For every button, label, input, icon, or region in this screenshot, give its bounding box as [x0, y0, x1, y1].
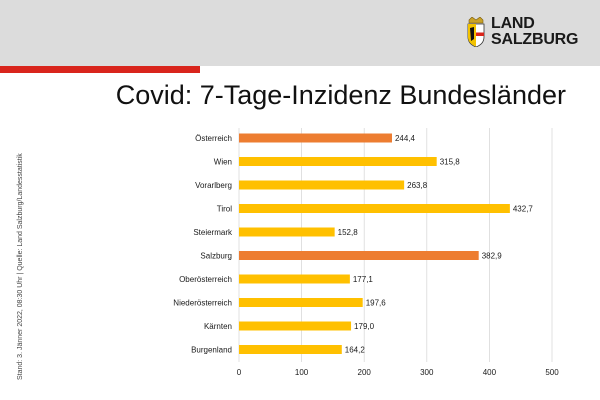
value-label: 263,8	[407, 181, 428, 190]
bar-vorarlberg	[239, 180, 405, 190]
category-label: Burgenland	[191, 346, 232, 355]
value-label: 164,2	[345, 346, 366, 355]
x-tick-label: 400	[483, 368, 497, 377]
category-label: Wien	[214, 158, 232, 167]
value-label: 244,4	[395, 134, 416, 143]
bar-tirol	[239, 204, 510, 213]
x-tick-label: 300	[420, 368, 434, 377]
bar-oberösterreich	[239, 274, 350, 284]
bar-österreich	[239, 133, 392, 143]
land-salzburg-logo: LAND SALZBURG	[466, 14, 578, 50]
bar-steiermark	[239, 227, 335, 237]
bar-kärnten	[239, 321, 352, 331]
category-label: Steiermark	[193, 228, 233, 237]
bar-burgenland	[239, 345, 342, 354]
x-tick-label: 100	[295, 368, 309, 377]
x-tick-label: 0	[237, 368, 242, 377]
category-label: Salzburg	[200, 252, 232, 261]
x-tick-label: 200	[358, 368, 372, 377]
logo-text-line2: SALZBURG	[491, 31, 579, 48]
bar-wien	[239, 157, 437, 166]
value-label: 177,1	[353, 275, 374, 284]
category-label: Oberösterreich	[179, 275, 232, 284]
bar-salzburg	[239, 251, 479, 260]
value-label: 152,8	[338, 228, 359, 237]
value-label: 197,6	[366, 299, 387, 308]
category-label: Österreich	[195, 134, 232, 143]
value-label: 315,8	[440, 158, 461, 167]
coat-of-arms-icon	[467, 17, 485, 47]
logo-text-line1: LAND	[491, 15, 535, 32]
value-label: 382,9	[482, 252, 503, 261]
page-title: Covid: 7-Tage-Inzidenz Bundesländer	[115, 80, 566, 110]
category-label: Vorarlberg	[195, 181, 232, 190]
category-label: Niederösterreich	[173, 299, 232, 308]
red-accent-stripe	[0, 66, 200, 73]
value-label: 432,7	[513, 205, 534, 214]
x-tick-label: 500	[545, 368, 559, 377]
category-label: Kärnten	[204, 322, 232, 331]
category-label: Tirol	[217, 205, 232, 214]
value-label: 179,0	[354, 322, 375, 331]
bar-niederösterreich	[239, 298, 363, 307]
header-band	[0, 0, 600, 66]
